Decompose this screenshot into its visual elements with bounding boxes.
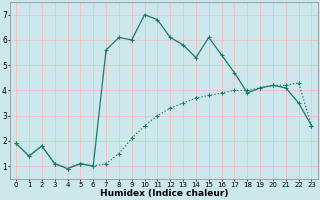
- X-axis label: Humidex (Indice chaleur): Humidex (Indice chaleur): [100, 189, 228, 198]
